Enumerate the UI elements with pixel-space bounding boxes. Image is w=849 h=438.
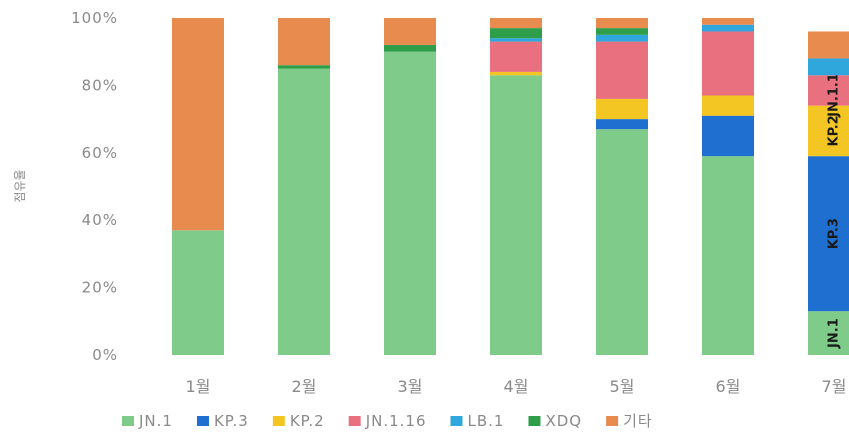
bar-segment-label: KP.3 [827, 218, 842, 249]
x-tick-label: 6월 [716, 377, 741, 396]
legend-label: KP.2 [290, 412, 325, 430]
x-tick-label: 3월 [398, 377, 423, 396]
bar-segment [278, 68, 330, 356]
bar-segment [490, 41, 542, 72]
legend-item: KP.3 [196, 412, 249, 430]
bar-segment [278, 65, 330, 69]
legend-swatch [348, 416, 361, 426]
x-tick-label: 7월 [822, 377, 847, 396]
bar-segment-label: KP.2 [827, 115, 842, 146]
bar-stack [702, 18, 754, 355]
y-tick-label: 20% [82, 279, 118, 297]
bar-segment [596, 119, 648, 130]
bar-segment [596, 98, 648, 120]
y-tick-label: 80% [82, 76, 118, 94]
y-tick-label: 0% [92, 346, 118, 364]
legend-label: LB.1 [468, 412, 505, 430]
y-tick-label: 40% [82, 211, 118, 229]
legend-swatch [528, 416, 541, 426]
bar-segment [702, 95, 754, 116]
x-tick-label: 5월 [610, 377, 635, 396]
bar-segment [702, 24, 754, 32]
legend-swatch [272, 416, 285, 426]
bar-segment [596, 129, 648, 355]
bar-segment [384, 44, 436, 52]
x-tick-label: 1월 [186, 377, 211, 396]
bar-segment [384, 51, 436, 355]
x-axis: 1월 2월 3월 4월 5월 6월 7월 [186, 377, 847, 396]
legend-label: JN.1.16 [365, 412, 427, 430]
x-tick-label: 2월 [292, 377, 317, 396]
legend-item: KP.2 [272, 412, 325, 430]
bar-segment [490, 28, 542, 39]
legend-label: JN.1 [138, 412, 173, 430]
bars-group: JN.1 KP.3 KP.2JN.1.16 [172, 18, 849, 356]
legend-item: JN.1.16 [348, 412, 427, 430]
legend-swatch [606, 416, 619, 426]
legend: JN.1 KP.3 KP.2 JN.1.16 LB.1 XDQ 기타 [122, 412, 653, 430]
bar-stack: JN.1 KP.3 KP.2JN.1.16 [808, 31, 849, 355]
y-tick-label: 100% [71, 9, 118, 27]
bar-segment-label: JN.1 [827, 318, 842, 349]
bar-stack [596, 18, 648, 355]
bar-segment [808, 105, 849, 157]
legend-item: 기타 [606, 412, 653, 430]
bar-segment [490, 18, 542, 29]
bar-stack [278, 18, 330, 356]
bar-segment [490, 75, 542, 355]
bar-segment [702, 156, 754, 355]
bar-stack [384, 18, 436, 355]
legend-item: JN.1 [122, 412, 173, 430]
bar-segment [808, 75, 849, 106]
bar-segment [384, 18, 436, 45]
x-tick-label: 4월 [504, 377, 529, 396]
bar-stack [172, 18, 224, 355]
bar-segment [808, 31, 849, 59]
bar-segment-label: JN.1.16 [827, 64, 842, 118]
legend-label: 기타 [623, 412, 653, 430]
y-axis: 점유율 0% 20% 40% 60% 80% 100% [13, 9, 118, 364]
bar-segment [490, 71, 542, 76]
bar-segment [596, 18, 648, 29]
bar-segment [596, 34, 648, 42]
legend-swatch [122, 416, 134, 426]
legend-item: LB.1 [450, 412, 505, 430]
y-tick-label: 60% [82, 144, 118, 162]
bar-segment [172, 230, 224, 355]
bar-segment [490, 38, 542, 42]
bar-segment [808, 156, 849, 312]
bar-segment [808, 58, 849, 76]
bar-segment [172, 18, 224, 231]
legend-swatch [196, 416, 209, 426]
legend-label: XDQ [545, 412, 582, 430]
legend-item: XDQ [528, 412, 582, 430]
bar-segment [702, 18, 754, 25]
bar-stack [490, 18, 542, 355]
bar-segment [596, 41, 648, 99]
y-axis-title: 점유율 [13, 169, 27, 202]
bar-segment [808, 311, 849, 355]
bar-segment [702, 31, 754, 96]
bar-segment [596, 28, 648, 35]
bar-segment [702, 115, 754, 157]
bar-segment [278, 18, 330, 66]
legend-swatch [450, 416, 463, 426]
legend-label: KP.3 [214, 412, 249, 430]
